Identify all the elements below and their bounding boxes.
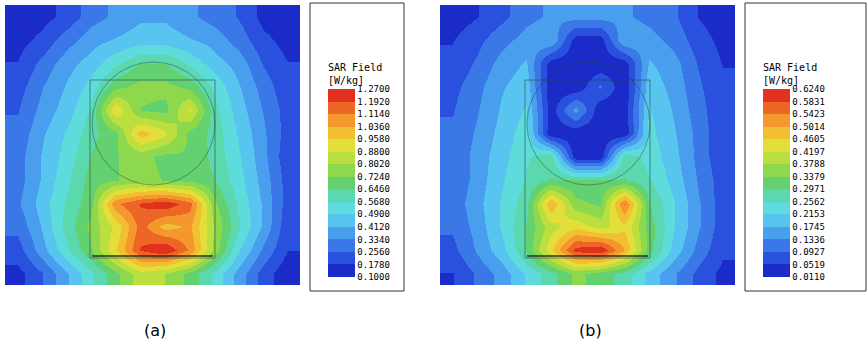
svg-text:0.1745: 0.1745 xyxy=(792,222,825,232)
svg-text:0.4197: 0.4197 xyxy=(792,147,825,157)
svg-text:0.3379: 0.3379 xyxy=(792,172,825,182)
svg-text:0.5680: 0.5680 xyxy=(357,197,390,207)
svg-text:0.0927: 0.0927 xyxy=(792,247,825,257)
svg-text:0.1780: 0.1780 xyxy=(357,260,390,270)
svg-text:0.4120: 0.4120 xyxy=(357,222,390,232)
svg-text:1.1920: 1.1920 xyxy=(357,97,390,107)
svg-text:0.4605: 0.4605 xyxy=(792,134,825,144)
svg-text:0.8020: 0.8020 xyxy=(357,159,390,169)
svg-text:0.5014: 0.5014 xyxy=(792,122,825,132)
svg-text:(a): (a) xyxy=(144,321,166,340)
svg-text:1.0360: 1.0360 xyxy=(357,122,390,132)
svg-text:0.3340: 0.3340 xyxy=(357,235,390,245)
svg-text:0.2562: 0.2562 xyxy=(792,197,825,207)
svg-text:0.2153: 0.2153 xyxy=(792,209,825,219)
svg-text:(b): (b) xyxy=(579,321,602,340)
svg-text:0.6460: 0.6460 xyxy=(357,184,390,194)
svg-text:0.4900: 0.4900 xyxy=(357,209,390,219)
svg-text:0.2971: 0.2971 xyxy=(792,184,825,194)
svg-text:1.2700: 1.2700 xyxy=(357,84,390,94)
svg-text:0.5831: 0.5831 xyxy=(792,97,825,107)
svg-text:0.0519: 0.0519 xyxy=(792,260,825,270)
svg-text:SAR Field[W/kg]: SAR Field[W/kg] xyxy=(763,62,817,86)
svg-text:0.2560: 0.2560 xyxy=(357,247,390,257)
svg-text:0.3788: 0.3788 xyxy=(792,159,825,169)
svg-text:0.7240: 0.7240 xyxy=(357,172,390,182)
svg-text:0.1336: 0.1336 xyxy=(792,235,825,245)
svg-text:0.8800: 0.8800 xyxy=(357,147,390,157)
svg-text:1.1140: 1.1140 xyxy=(357,109,390,119)
svg-text:0.9580: 0.9580 xyxy=(357,134,390,144)
svg-text:SAR Field[W/kg]: SAR Field[W/kg] xyxy=(328,62,382,86)
svg-text:0.0110: 0.0110 xyxy=(792,272,825,282)
svg-text:0.5423: 0.5423 xyxy=(792,109,825,119)
svg-text:0.6240: 0.6240 xyxy=(792,84,825,94)
svg-text:0.1000: 0.1000 xyxy=(357,272,390,282)
